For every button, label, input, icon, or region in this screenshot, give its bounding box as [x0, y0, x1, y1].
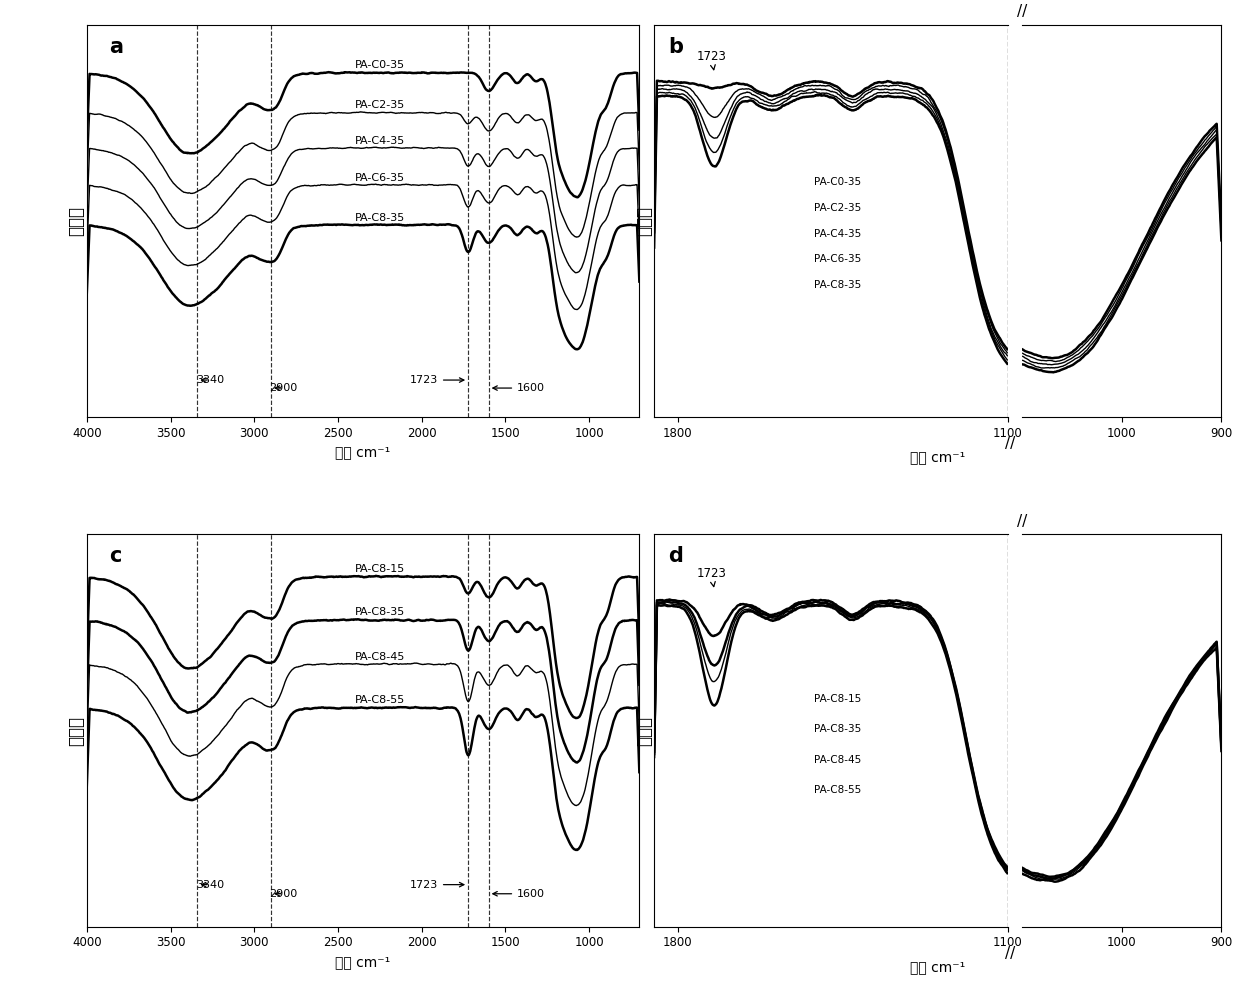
Text: 1723: 1723 [697, 567, 727, 587]
Text: PA-C8-55: PA-C8-55 [815, 785, 862, 795]
X-axis label: 波数 cm⁻¹: 波数 cm⁻¹ [336, 955, 391, 969]
Text: d: d [668, 546, 683, 566]
Text: PA-C4-35: PA-C4-35 [815, 229, 862, 239]
Text: PA-C8-15: PA-C8-15 [815, 694, 862, 704]
Text: PA-C0-35: PA-C0-35 [355, 60, 404, 70]
Text: PA-C8-35: PA-C8-35 [355, 213, 405, 223]
Text: 2900: 2900 [269, 384, 298, 393]
Text: PA-C8-45: PA-C8-45 [815, 754, 862, 765]
Text: 1600: 1600 [492, 384, 546, 393]
X-axis label: 波数 cm⁻¹: 波数 cm⁻¹ [336, 445, 391, 459]
Text: PA-C8-35: PA-C8-35 [815, 724, 862, 734]
Text: c: c [109, 546, 122, 566]
Text: 波数 cm⁻¹: 波数 cm⁻¹ [910, 960, 966, 974]
Y-axis label: 透光度: 透光度 [67, 716, 86, 745]
Text: 1723: 1723 [409, 375, 464, 385]
Text: PA-C8-55: PA-C8-55 [355, 695, 405, 705]
Text: PA-C4-35: PA-C4-35 [355, 136, 405, 146]
Text: //: // [1006, 946, 1016, 961]
Text: PA-C2-35: PA-C2-35 [815, 203, 862, 213]
Text: //: // [1017, 4, 1027, 19]
Text: a: a [109, 37, 123, 56]
Y-axis label: 透光度: 透光度 [635, 716, 652, 745]
Text: PA-C6-35: PA-C6-35 [355, 172, 404, 182]
Text: PA-C2-35: PA-C2-35 [355, 100, 405, 110]
Text: PA-C6-35: PA-C6-35 [815, 254, 862, 265]
Text: PA-C8-35: PA-C8-35 [815, 279, 862, 289]
Text: 1723: 1723 [409, 880, 464, 890]
Text: 波数 cm⁻¹: 波数 cm⁻¹ [910, 451, 966, 465]
Text: //: // [1006, 436, 1016, 452]
Y-axis label: 透光度: 透光度 [635, 206, 652, 236]
Text: PA-C8-15: PA-C8-15 [355, 564, 405, 574]
Text: PA-C8-35: PA-C8-35 [355, 607, 405, 617]
Text: 2900: 2900 [269, 889, 298, 899]
Text: PA-C8-45: PA-C8-45 [355, 652, 405, 662]
Text: 1723: 1723 [697, 51, 727, 69]
Text: 3340: 3340 [196, 880, 224, 890]
Text: 1600: 1600 [492, 889, 546, 899]
Text: PA-C0-35: PA-C0-35 [815, 177, 862, 187]
Text: 3340: 3340 [196, 375, 224, 385]
Text: b: b [668, 37, 683, 56]
Y-axis label: 透光度: 透光度 [67, 206, 86, 236]
Text: //: // [1017, 513, 1027, 528]
